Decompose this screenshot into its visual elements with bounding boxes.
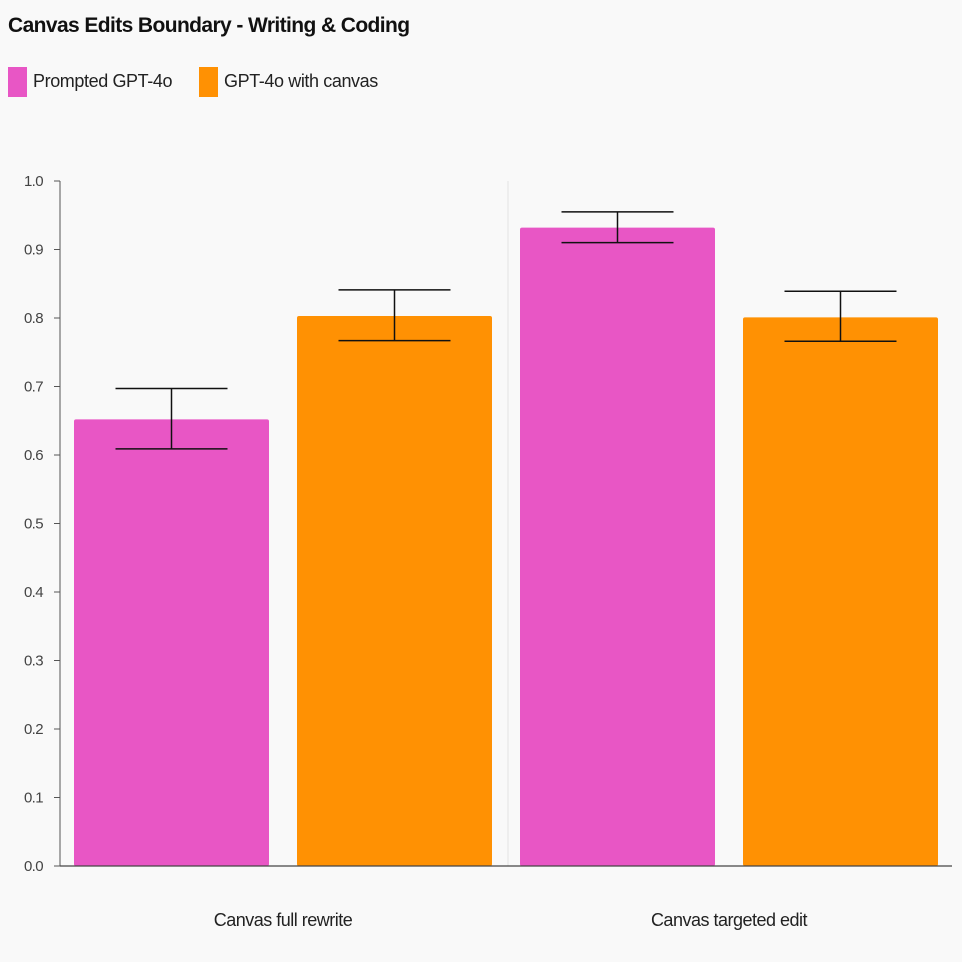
bar-gpt-4o-with-canvas <box>297 315 492 866</box>
legend-swatch-prompted-gpt-4o <box>8 67 27 97</box>
y-tick-label: 0.8 <box>24 310 43 327</box>
y-tick-label: 0.5 <box>24 516 43 533</box>
legend-label-prompted-gpt-4o: Prompted GPT-4o <box>33 71 173 91</box>
bar-gpt-4o-with-canvas <box>743 317 938 866</box>
y-tick-label: 0.3 <box>24 653 43 670</box>
y-tick-label: 0.7 <box>24 379 43 396</box>
bar-prompted-gpt-4o <box>520 227 715 866</box>
legend-label-gpt-4o-with-canvas: GPT-4o with canvas <box>224 71 378 91</box>
x-category-label: Canvas targeted edit <box>651 910 808 930</box>
y-tick-label: 0.4 <box>24 584 43 601</box>
y-tick-label: 0.2 <box>24 721 43 738</box>
legend-swatch-gpt-4o-with-canvas <box>199 67 218 97</box>
y-tick-label: 0.6 <box>24 447 43 464</box>
y-tick-label: 0.0 <box>24 858 43 875</box>
y-tick-label: 0.1 <box>24 790 43 807</box>
y-tick-label: 1.0 <box>24 173 43 190</box>
x-category-label: Canvas full rewrite <box>214 910 353 930</box>
y-tick-label: 0.9 <box>24 242 43 259</box>
chart-title: Canvas Edits Boundary - Writing & Coding <box>8 14 410 37</box>
bar-prompted-gpt-4o <box>74 419 269 866</box>
